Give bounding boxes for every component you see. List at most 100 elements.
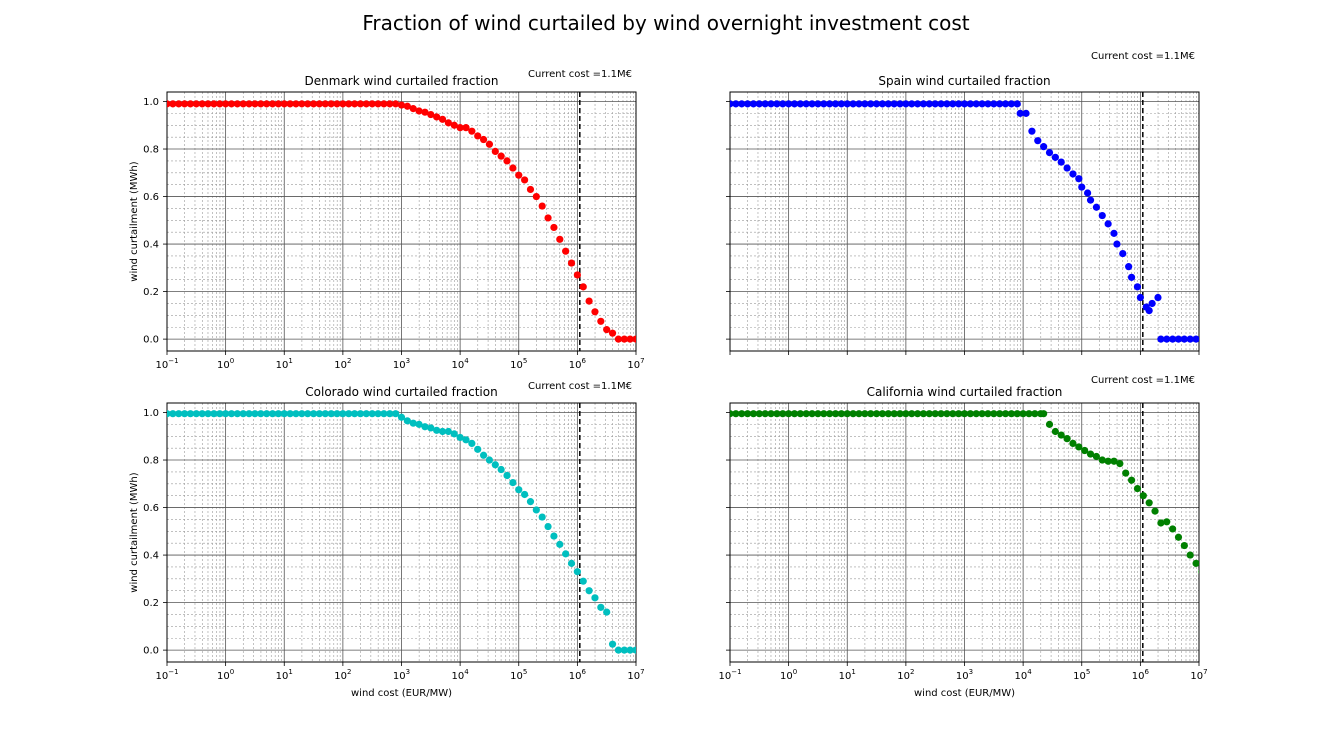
x-tick-label: 10−1 (155, 357, 178, 371)
data-point (626, 646, 634, 654)
data-point (831, 410, 840, 418)
current-cost-annotation: Current cost =1.1M€ (528, 69, 632, 80)
data-point (1198, 337, 1199, 342)
x-tick-label: 101 (839, 668, 856, 682)
data-point (1133, 484, 1142, 493)
data-point (937, 410, 945, 418)
x-tick-label: 101 (276, 357, 293, 371)
data-point (996, 100, 1004, 108)
data-point (474, 132, 482, 140)
data-point (1025, 410, 1033, 418)
grid (729, 403, 1200, 662)
x-tick-label: 100 (217, 357, 234, 371)
data-point (333, 100, 341, 108)
data-point (1104, 220, 1112, 228)
data-point (368, 410, 376, 418)
data-point (1075, 443, 1083, 451)
x-tick-label: 105 (1073, 668, 1090, 682)
data-point (468, 439, 476, 447)
data-point (479, 451, 488, 459)
data-point (222, 100, 230, 108)
data-point (949, 100, 957, 108)
data-point (808, 100, 816, 108)
data-point (433, 113, 441, 121)
data-point (421, 423, 429, 431)
data-points (730, 410, 1199, 574)
data-point (526, 185, 535, 194)
data-point (1057, 158, 1065, 166)
data-point (1007, 100, 1016, 108)
data-point (327, 410, 335, 418)
data-point (1119, 249, 1127, 258)
data-point (614, 335, 623, 343)
y-axis-label: wind curtailment (MWh) (129, 161, 140, 281)
data-point (743, 100, 752, 108)
data-point (943, 100, 951, 108)
data-point (620, 646, 628, 654)
y-tick-label: 0.8 (143, 145, 159, 156)
data-point (943, 410, 951, 418)
data-point (884, 100, 892, 108)
data-point (526, 498, 535, 506)
data-point (972, 410, 980, 418)
data-point (1192, 335, 1199, 343)
data-point (315, 100, 324, 108)
data-point (1127, 476, 1136, 484)
x-tick-label: 102 (334, 357, 351, 371)
current-cost-annotation: Current cost =1.1M€ (528, 381, 632, 392)
data-point (785, 410, 793, 418)
data-point (315, 410, 324, 418)
data-point (802, 100, 810, 108)
x-tick-label: 107 (627, 357, 644, 371)
data-point (1051, 427, 1059, 436)
data-point (608, 640, 617, 648)
data-point (1116, 459, 1124, 468)
data-point (603, 326, 611, 334)
data-point (1001, 410, 1010, 418)
data-point (245, 100, 253, 108)
data-point (743, 410, 752, 418)
y-tick-label: 0.8 (143, 456, 159, 467)
data-point (738, 100, 746, 108)
data-point (767, 410, 775, 418)
data-point (497, 465, 505, 474)
data-point (738, 410, 746, 418)
data-point (251, 410, 259, 418)
panels: 10−1 100 101 102 103 104 105 106 107 0.0 0.2 0.4 0.6… (129, 51, 1208, 699)
data-point (1174, 533, 1183, 541)
x-axis-label: wind cost (EUR/MW) (914, 688, 1015, 699)
data-point (167, 410, 171, 418)
data-point (1136, 293, 1144, 302)
chart-panel-3: 10−1 100 101 102 103 104 105 106 107 0.0 0.2 0.4 0.6… (129, 381, 645, 699)
data-point (392, 410, 400, 418)
data-point (1145, 307, 1153, 315)
data-point (591, 308, 599, 316)
data-point (450, 430, 458, 438)
data-point (914, 100, 922, 108)
data-point (796, 410, 804, 418)
data-point (730, 100, 734, 108)
data-point (1028, 127, 1036, 135)
data-point (239, 100, 247, 108)
data-point (474, 445, 482, 453)
data-point (1019, 410, 1027, 418)
data-point (960, 410, 969, 418)
data-point (1148, 299, 1156, 308)
data-point (867, 100, 875, 108)
data-point (1113, 240, 1121, 248)
data-point (263, 100, 271, 108)
data-point (1186, 335, 1194, 343)
data-point (831, 100, 840, 108)
data-point (198, 100, 206, 108)
data-point (339, 410, 347, 418)
panel-title: Denmark wind curtailed fraction (305, 74, 499, 88)
panel-title: Colorado wind curtailed fraction (305, 385, 497, 399)
data-point (872, 100, 881, 108)
data-point (949, 410, 957, 418)
data-point (263, 410, 271, 418)
data-point (286, 410, 294, 418)
data-point (327, 100, 335, 108)
x-tick-label: 103 (393, 357, 410, 371)
data-point (620, 335, 628, 343)
y-tick-label: 0.4 (143, 551, 159, 562)
